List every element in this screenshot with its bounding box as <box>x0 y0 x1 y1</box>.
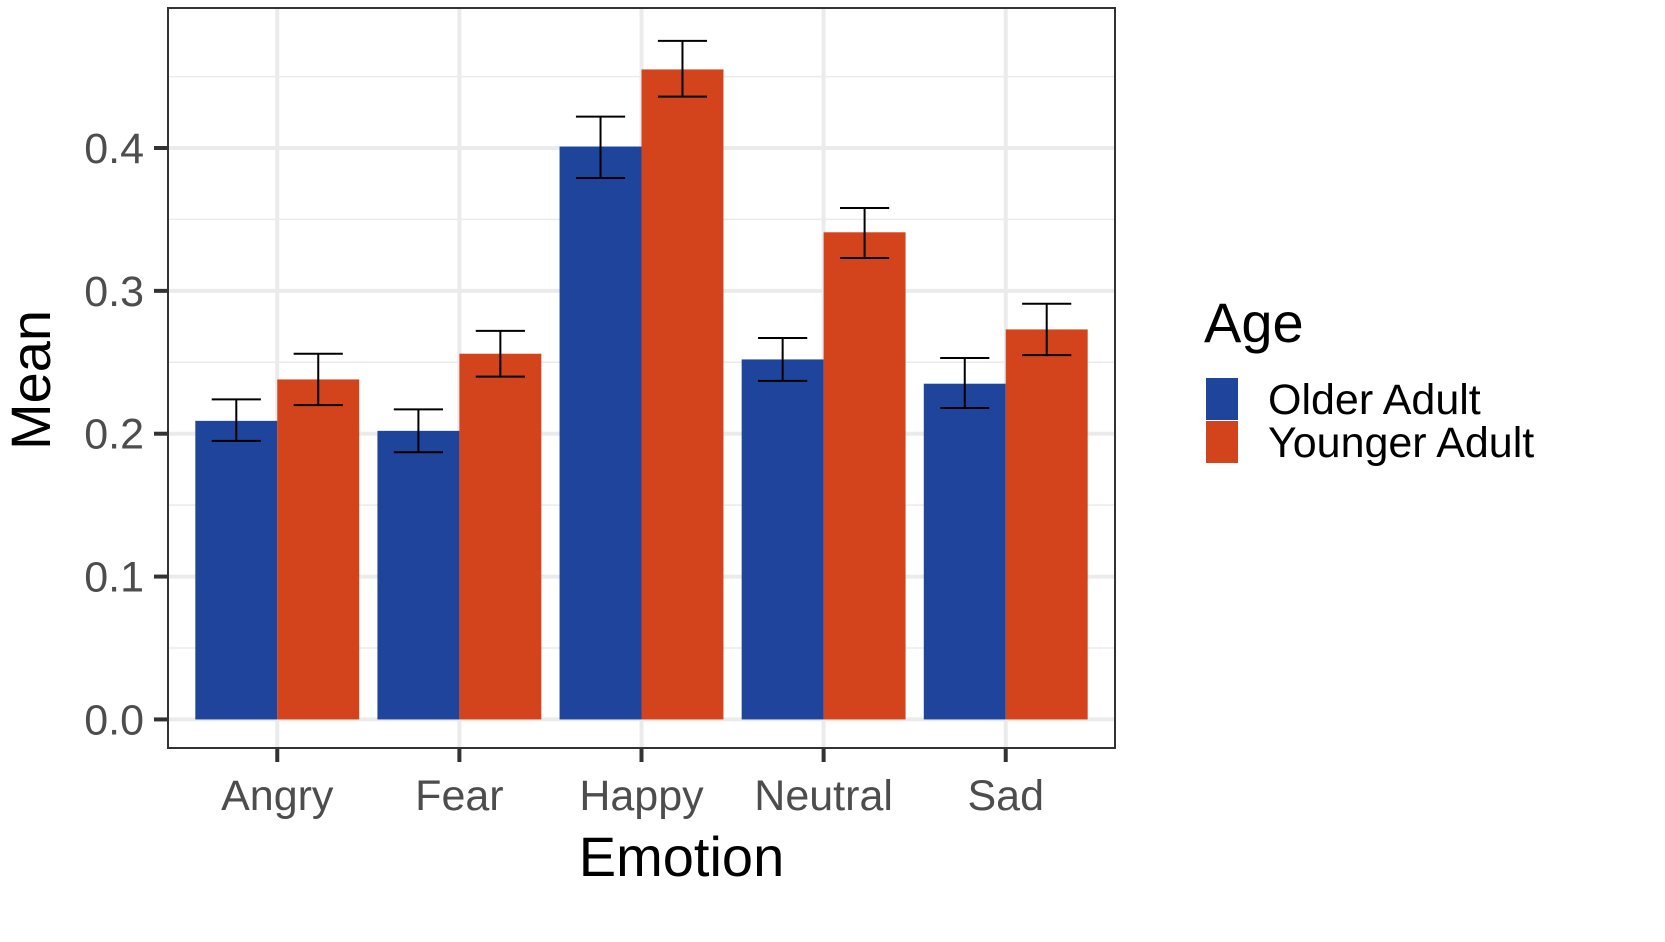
error-bar-younger-adult-angry <box>293 352 343 407</box>
x-tick-label: Sad <box>967 772 1044 820</box>
y-tick-label: 0.4 <box>84 125 144 173</box>
bar-older-adult-happy <box>559 146 642 720</box>
bar-younger-adult-neutral <box>823 232 906 720</box>
bar-older-adult-neutral <box>741 359 824 720</box>
error-bar-older-adult-angry <box>211 398 261 442</box>
error-bar-younger-adult-fear <box>475 329 525 378</box>
y-axis-title: Mean <box>0 310 62 450</box>
error-bar-younger-adult-happy <box>657 39 708 98</box>
legend-swatch-older-adult <box>1206 378 1238 420</box>
bar-older-adult-angry <box>195 420 278 720</box>
error-bars <box>211 39 1072 454</box>
bar-younger-adult-happy <box>641 69 724 720</box>
bar-older-adult-sad <box>923 383 1006 720</box>
x-tick-label: Happy <box>579 772 704 820</box>
error-bar-older-adult-happy <box>575 115 626 179</box>
error-bar-younger-adult-sad <box>1022 302 1072 357</box>
x-axis-title: Emotion <box>579 825 784 888</box>
bar-younger-adult-fear <box>459 353 542 720</box>
legend-swatch-younger-adult <box>1206 421 1238 463</box>
error-bar-older-adult-sad <box>940 357 990 409</box>
y-tick-label: 0.0 <box>84 696 144 744</box>
y-tick-label: 0.2 <box>84 411 144 459</box>
error-bar-older-adult-fear <box>393 408 443 454</box>
error-bar-older-adult-neutral <box>758 337 808 382</box>
bar-older-adult-fear <box>377 430 460 720</box>
y-tick-label: 0.1 <box>84 554 144 602</box>
bars <box>195 69 1088 720</box>
legend-title: Age <box>1204 291 1304 354</box>
bar-younger-adult-angry <box>277 379 360 720</box>
y-tick-label: 0.3 <box>84 268 144 316</box>
axes: 0.0 0.1 0.2 0.3 0.4 Angry Fear Happy Neutral Sad <box>84 125 1044 820</box>
x-tick-label: Neutral <box>754 772 893 820</box>
legend-label-younger-adult: Younger Adult <box>1268 419 1534 467</box>
legend-label-older-adult: Older Adult <box>1268 376 1481 424</box>
error-bar-younger-adult-neutral <box>840 207 890 259</box>
x-tick-label: Fear <box>415 772 503 820</box>
bar-younger-adult-sad <box>1005 329 1088 720</box>
x-tick-label: Angry <box>221 772 334 820</box>
